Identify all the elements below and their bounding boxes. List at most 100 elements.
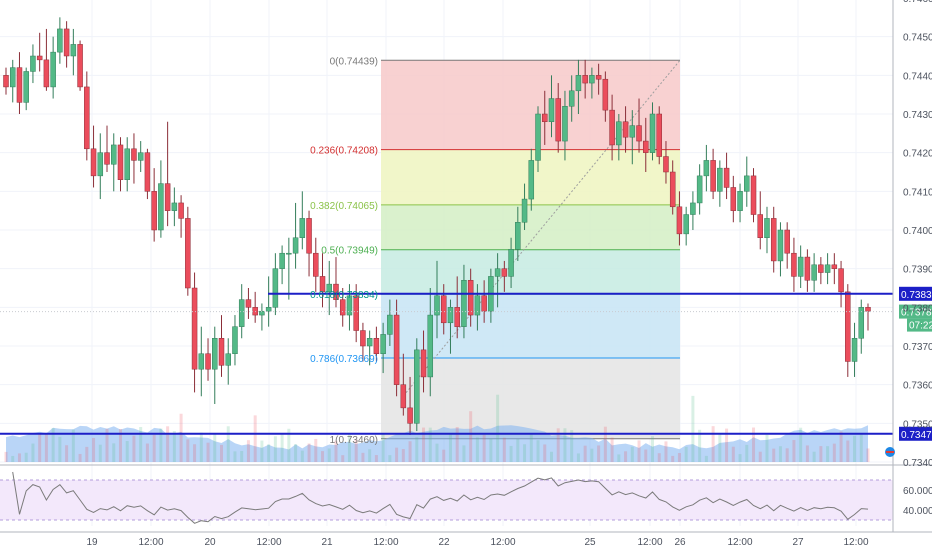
fib-level-label: 0.236(0.74208): [310, 146, 378, 157]
volume-bar: [152, 434, 156, 462]
candle-body: [629, 125, 636, 138]
candle-body: [407, 407, 413, 424]
candle-body: [609, 109, 615, 146]
volume-bar: [220, 444, 223, 462]
x-tick-label: 12:00: [727, 537, 752, 548]
candle-body: [124, 148, 130, 180]
candle-body: [70, 44, 77, 57]
volume-bar: [118, 429, 122, 462]
candle-body: [427, 314, 434, 378]
volume-bar: [725, 428, 729, 462]
volume-bar: [422, 427, 426, 462]
volume-bar: [172, 431, 176, 462]
candle-body: [50, 51, 56, 88]
volume-bar: [300, 450, 304, 462]
candle-body: [845, 291, 851, 362]
candle-body: [858, 307, 865, 339]
candle-body: [319, 276, 326, 293]
volume-bar: [186, 439, 190, 462]
candle-body: [602, 78, 609, 111]
candle-body: [205, 353, 211, 370]
axes: [0, 0, 932, 533]
fib-zone: [381, 204, 680, 250]
volume-bar: [341, 455, 345, 462]
candle-body: [164, 183, 171, 211]
volume-bar: [159, 428, 163, 462]
candle-body: [542, 113, 548, 122]
candle-body: [461, 280, 467, 327]
candle-body: [616, 121, 622, 146]
candle-body: [562, 106, 568, 142]
candle-body: [737, 191, 743, 211]
volume-bar: [435, 443, 439, 462]
volume-bar: [617, 454, 621, 462]
volume-bar: [354, 439, 358, 462]
fib-level-label: 0.786(0.73669): [310, 354, 378, 365]
x-tick-label: 25: [584, 537, 596, 548]
volume-bar: [179, 413, 183, 462]
volume-bar: [307, 443, 311, 462]
x-tick-label: 12:00: [373, 537, 398, 548]
volume-bar: [112, 443, 116, 462]
volume-bar: [139, 426, 143, 462]
volume-bar: [58, 436, 62, 462]
volume-bar: [866, 448, 870, 462]
volume-bar: [644, 449, 648, 462]
last-price-tag: [899, 304, 932, 319]
volume-bar: [684, 446, 688, 462]
x-tick-label: 12:00: [490, 537, 515, 548]
volume-bar: [145, 443, 149, 462]
candle-body: [690, 202, 696, 215]
fib-zone: [381, 294, 680, 358]
candle-body: [353, 295, 359, 331]
candle-body: [373, 338, 380, 354]
volume-bar: [442, 449, 446, 462]
volume-bar: [347, 433, 351, 462]
volume-bar: [71, 429, 75, 462]
horizontal-lines[interactable]: [0, 292, 893, 435]
candle-body: [824, 264, 831, 273]
candle-body: [178, 202, 184, 219]
fib-zone: [381, 249, 680, 295]
candle-body: [232, 326, 238, 354]
candle-body: [36, 55, 43, 61]
countdown-label: 07:22: [909, 321, 932, 332]
candle-body: [595, 75, 602, 80]
volume-bar: [31, 443, 35, 462]
volume-bar: [826, 446, 830, 462]
volume-bar: [624, 451, 628, 462]
x-tick-label: 12:00: [843, 537, 868, 548]
candle-body: [454, 307, 460, 327]
volume-bar: [125, 441, 129, 462]
volume-bar: [374, 455, 378, 462]
candle-body: [730, 187, 737, 211]
volume-bar: [523, 444, 527, 462]
volume-bar: [711, 426, 715, 462]
fibonacci-retracement[interactable]: [381, 59, 681, 440]
volume-bar: [287, 428, 291, 462]
candle-body: [333, 283, 339, 300]
volume-bar: [576, 453, 580, 462]
candle-body: [380, 334, 386, 354]
candle-body: [764, 218, 770, 238]
volume-bar: [226, 426, 230, 462]
candle-body: [575, 75, 582, 92]
candle-body: [818, 264, 824, 273]
candle-body: [313, 252, 319, 277]
candle-body: [683, 214, 689, 235]
volume-bar: [597, 445, 601, 462]
candle-body: [366, 338, 373, 347]
candle-body: [9, 67, 16, 88]
candle-body: [30, 55, 36, 72]
fib-level-label: 0.382(0.74065): [310, 201, 378, 212]
candle-body: [137, 152, 144, 161]
candle-body: [16, 67, 23, 103]
candle-body: [292, 237, 299, 254]
volume-bar: [731, 446, 735, 462]
candle-body: [43, 59, 50, 88]
